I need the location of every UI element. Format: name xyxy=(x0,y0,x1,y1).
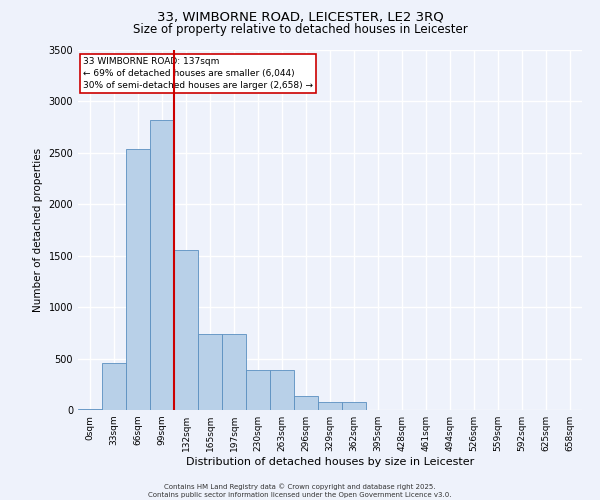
X-axis label: Distribution of detached houses by size in Leicester: Distribution of detached houses by size … xyxy=(186,457,474,467)
Bar xyxy=(222,334,246,410)
Text: Size of property relative to detached houses in Leicester: Size of property relative to detached ho… xyxy=(133,22,467,36)
Text: 33 WIMBORNE ROAD: 137sqm
← 69% of detached houses are smaller (6,044)
30% of sem: 33 WIMBORNE ROAD: 137sqm ← 69% of detach… xyxy=(83,57,313,90)
Bar xyxy=(246,370,270,410)
Text: 33, WIMBORNE ROAD, LEICESTER, LE2 3RQ: 33, WIMBORNE ROAD, LEICESTER, LE2 3RQ xyxy=(157,11,443,24)
Bar xyxy=(270,370,294,410)
Y-axis label: Number of detached properties: Number of detached properties xyxy=(33,148,43,312)
Bar xyxy=(102,362,126,410)
Bar xyxy=(126,148,150,410)
Bar xyxy=(174,250,198,410)
Bar xyxy=(294,396,318,410)
Bar xyxy=(150,120,174,410)
Bar xyxy=(198,334,222,410)
Bar xyxy=(318,402,342,410)
Text: Contains HM Land Registry data © Crown copyright and database right 2025.
Contai: Contains HM Land Registry data © Crown c… xyxy=(148,484,452,498)
Bar xyxy=(342,402,366,410)
